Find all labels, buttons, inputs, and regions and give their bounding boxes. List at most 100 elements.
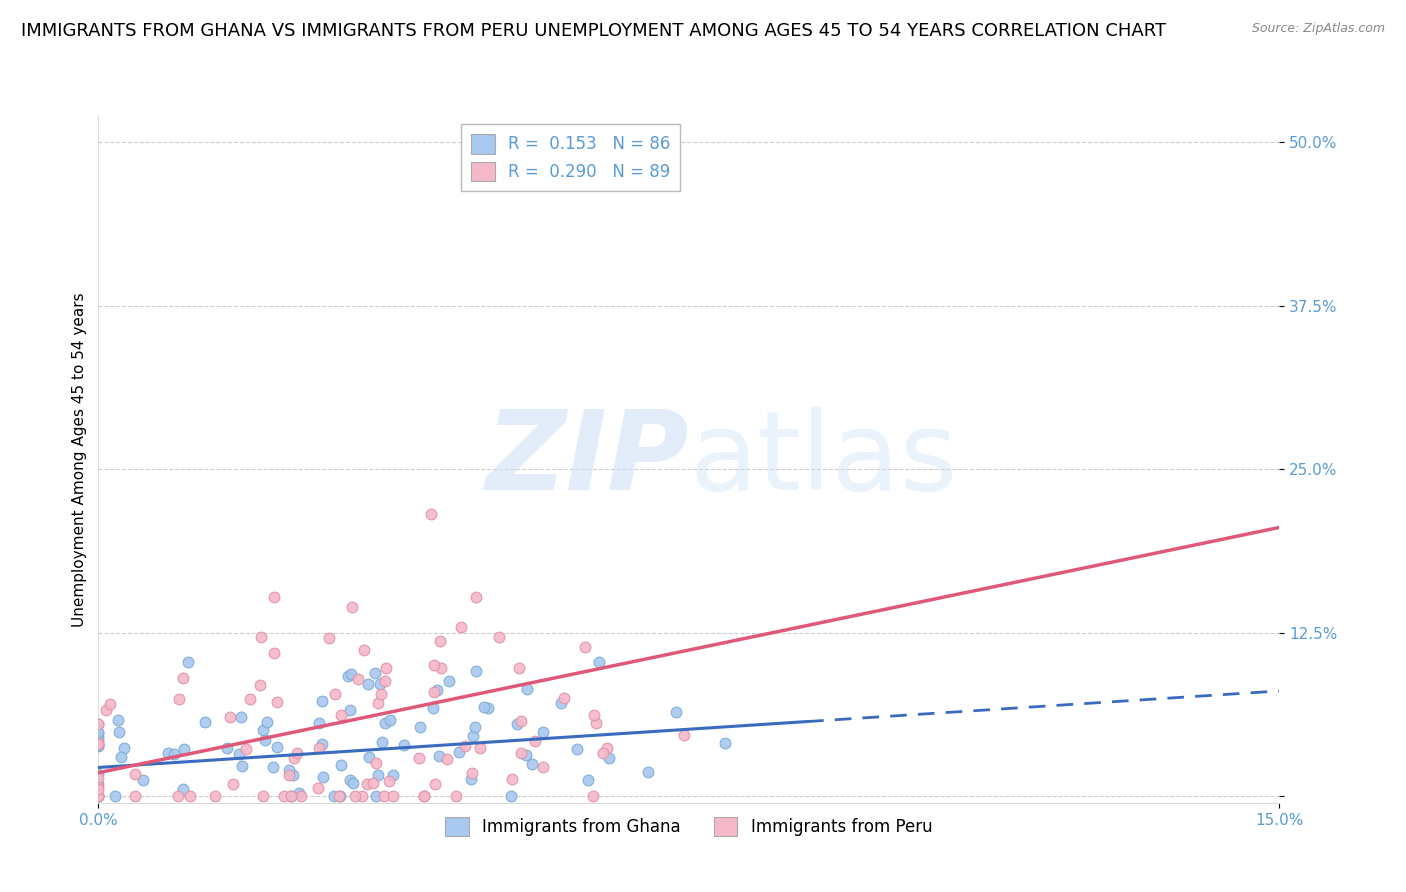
Point [280, 789, 302, 804]
Point [374, 674, 396, 689]
Point [254, 733, 277, 747]
Point [239, 692, 262, 706]
Point [87, 737, 110, 751]
Point [307, 780, 329, 795]
Point [87, 789, 110, 804]
Point [156, 746, 179, 760]
Point [281, 767, 304, 781]
Point [382, 767, 405, 781]
Point [194, 714, 217, 729]
Point [488, 630, 510, 644]
Point [172, 781, 194, 796]
Point [464, 720, 486, 734]
Text: IMMIGRANTS FROM GHANA VS IMMIGRANTS FROM PERU UNEMPLOYMENT AMONG AGES 45 TO 54 Y: IMMIGRANTS FROM GHANA VS IMMIGRANTS FROM… [21, 22, 1166, 40]
Point [87, 782, 110, 797]
Point [339, 772, 361, 787]
Point [430, 661, 453, 675]
Point [474, 699, 496, 714]
Point [228, 747, 250, 762]
Point [516, 681, 538, 696]
Point [714, 736, 737, 750]
Point [87, 736, 110, 750]
Point [124, 789, 146, 804]
Point [596, 741, 619, 756]
Point [167, 789, 190, 804]
Point [256, 714, 278, 729]
Point [250, 630, 273, 644]
Point [454, 739, 477, 753]
Point [423, 658, 446, 673]
Point [392, 738, 415, 752]
Point [277, 768, 299, 782]
Point [329, 707, 352, 722]
Point [357, 677, 380, 691]
Point [235, 742, 257, 756]
Point [290, 789, 312, 804]
Point [329, 789, 352, 804]
Point [465, 591, 488, 605]
Point [437, 673, 460, 688]
Point [342, 600, 364, 615]
Point [280, 789, 302, 804]
Point [522, 756, 544, 771]
Point [353, 643, 375, 657]
Point [340, 667, 363, 681]
Point [342, 775, 364, 789]
Point [461, 766, 484, 780]
Point [173, 742, 195, 756]
Point [673, 728, 696, 742]
Point [163, 747, 186, 761]
Point [215, 740, 238, 755]
Point [380, 713, 402, 727]
Point [378, 773, 401, 788]
Point [506, 717, 529, 731]
Point [357, 750, 380, 764]
Point [463, 729, 485, 743]
Point [311, 737, 333, 751]
Point [550, 697, 572, 711]
Point [450, 620, 472, 634]
Point [429, 634, 451, 648]
Point [87, 730, 110, 744]
Point [308, 715, 330, 730]
Point [408, 751, 430, 765]
Point [219, 709, 242, 723]
Point [94, 703, 117, 717]
Point [366, 789, 388, 804]
Point [124, 766, 146, 780]
Point [531, 759, 554, 773]
Point [252, 789, 274, 804]
Point [87, 717, 110, 731]
Point [87, 726, 110, 740]
Point [523, 734, 546, 748]
Point [285, 747, 308, 761]
Point [499, 789, 522, 804]
Point [585, 716, 607, 731]
Point [567, 741, 589, 756]
Point [339, 703, 361, 717]
Point [582, 789, 605, 804]
Point [592, 746, 614, 760]
Point [318, 631, 340, 645]
Point [87, 737, 110, 751]
Point [356, 777, 378, 791]
Point [172, 672, 194, 686]
Point [311, 693, 333, 707]
Legend: Immigrants from Ghana, Immigrants from Peru: Immigrants from Ghana, Immigrants from P… [439, 810, 939, 843]
Point [132, 773, 155, 788]
Point [266, 694, 288, 708]
Point [460, 772, 482, 787]
Point [465, 665, 488, 679]
Point [104, 789, 127, 804]
Text: ZIP: ZIP [485, 406, 689, 513]
Point [179, 789, 201, 804]
Point [427, 748, 450, 763]
Point [87, 771, 110, 785]
Point [449, 745, 471, 759]
Point [87, 789, 110, 804]
Point [576, 772, 599, 787]
Point [413, 789, 436, 804]
Point [311, 770, 333, 784]
Point [364, 756, 387, 770]
Point [423, 776, 446, 790]
